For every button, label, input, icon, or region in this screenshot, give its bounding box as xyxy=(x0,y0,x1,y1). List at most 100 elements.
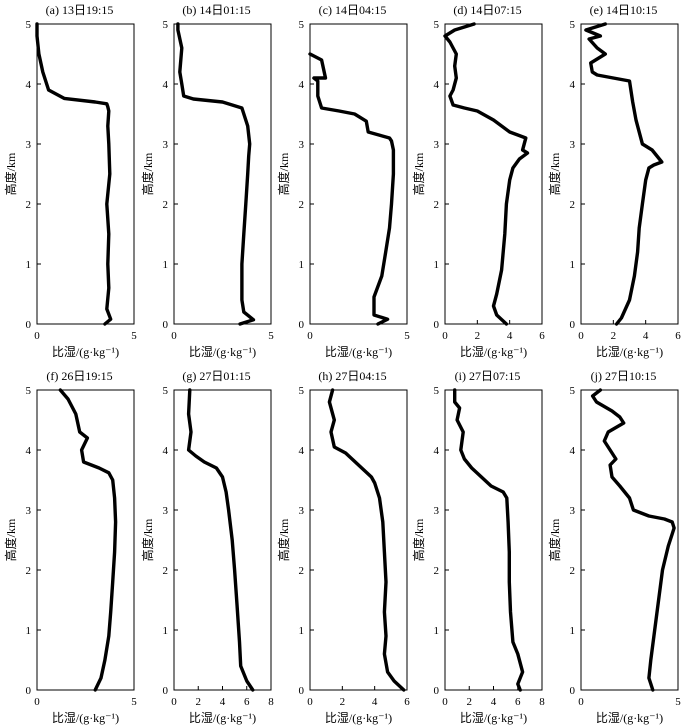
panel-title: (f) 26日19:15 xyxy=(46,369,112,383)
plot-frame xyxy=(444,389,543,691)
x-tick-label: 6 xyxy=(244,696,250,708)
y-tick-label: 0 xyxy=(434,685,440,697)
humidity-profile-line xyxy=(58,388,118,692)
y-tick-label: 3 xyxy=(570,139,576,151)
x-tick-label: 0 xyxy=(34,696,40,708)
y-tick-label: 2 xyxy=(26,565,32,577)
y-tick-label: 1 xyxy=(163,625,169,637)
y-tick-label: 1 xyxy=(26,259,32,271)
y-tick-label: 5 xyxy=(570,385,576,397)
y-tick-label: 1 xyxy=(434,625,440,637)
y-tick-label: 2 xyxy=(26,199,32,211)
y-tick-label: 3 xyxy=(163,139,169,151)
x-tick-label: 2 xyxy=(467,696,473,708)
plot-frame xyxy=(173,389,272,691)
y-tick-label: 4 xyxy=(434,445,440,457)
chart-panel-5: 0 1 2 3 4 5 0 5 (f) 26日19:15 比湿/(g·kg⁻¹) 高度/km xyxy=(3,369,137,725)
y-tick-label: 1 xyxy=(570,625,576,637)
x-tick-label: 0 xyxy=(307,696,313,708)
y-tick-label: 5 xyxy=(299,19,305,31)
y-tick-label: 0 xyxy=(299,685,305,697)
y-axis-label: 高度/km xyxy=(276,518,291,561)
y-tick-label: 5 xyxy=(434,385,440,397)
x-tick-label: 4 xyxy=(372,696,378,708)
y-tick-label: 5 xyxy=(26,385,32,397)
x-tick-label: 8 xyxy=(539,696,545,708)
chart-panel-1: 0 1 2 3 4 5 0 5 (b) 14日01:15 比湿/(g·kg⁻¹) 高度/km xyxy=(140,3,274,359)
panel-title: (e) 14日10:15 xyxy=(590,3,658,17)
y-tick-label: 4 xyxy=(163,445,169,457)
humidity-profile-line xyxy=(35,22,113,326)
y-tick-label: 5 xyxy=(570,19,576,31)
y-tick-label: 1 xyxy=(299,625,305,637)
chart-panel-9: 0 1 2 3 4 5 0 5 (j) 27日10:15 比湿/(g·kg⁻¹) 高度/km xyxy=(547,369,681,725)
x-axis-label: 比湿/(g·kg⁻¹) xyxy=(189,344,256,359)
x-tick-label: 0 xyxy=(578,330,584,342)
x-tick-label: 6 xyxy=(404,696,410,708)
humidity-profile-line xyxy=(584,22,664,326)
humidity-profile-line xyxy=(327,388,406,692)
x-tick-label: 8 xyxy=(268,696,274,708)
y-tick-label: 2 xyxy=(434,565,440,577)
y-tick-label: 1 xyxy=(570,259,576,271)
panel-title: (i) 27日07:15 xyxy=(455,369,521,383)
x-tick-label: 0 xyxy=(578,696,584,708)
x-tick-label: 5 xyxy=(131,696,137,708)
panel-title: (b) 14日01:15 xyxy=(182,3,250,17)
y-axis-label: 高度/km xyxy=(411,518,426,561)
y-tick-label: 2 xyxy=(299,565,305,577)
plot-frame xyxy=(309,23,408,325)
y-tick-label: 3 xyxy=(163,505,169,517)
x-tick-label: 0 xyxy=(171,330,177,342)
plot-frame xyxy=(580,23,679,325)
x-axis-label: 比湿/(g·kg⁻¹) xyxy=(460,710,527,725)
y-tick-label: 0 xyxy=(26,685,32,697)
chart-panel-7: 0 1 2 3 4 5 0 2 4 6 (h) 27日04:15 比湿/(g·kg⁻¹) 高度/km xyxy=(276,369,410,725)
x-tick-label: 5 xyxy=(268,330,274,342)
chart-panel-4: 0 1 2 3 4 5 0 2 4 6 (e) 14日10:15 比湿/(g·kg⁻¹) 高度/km xyxy=(547,3,681,359)
x-tick-label: 0 xyxy=(171,696,177,708)
y-tick-label: 4 xyxy=(570,445,576,457)
x-tick-label: 4 xyxy=(507,330,513,342)
y-tick-label: 3 xyxy=(570,505,576,517)
y-tick-label: 3 xyxy=(434,505,440,517)
y-tick-label: 4 xyxy=(434,79,440,91)
humidity-profile-line xyxy=(453,388,525,692)
y-tick-label: 5 xyxy=(26,19,32,31)
y-tick-label: 3 xyxy=(26,139,32,151)
x-tick-label: 0 xyxy=(442,696,448,708)
x-tick-label: 4 xyxy=(491,696,497,708)
y-tick-label: 5 xyxy=(163,19,169,31)
panel-title: (a) 13日19:15 xyxy=(46,3,114,17)
y-tick-label: 1 xyxy=(299,259,305,271)
y-axis-label: 高度/km xyxy=(547,152,562,195)
y-axis-label: 高度/km xyxy=(547,518,562,561)
y-tick-label: 1 xyxy=(26,625,32,637)
chart-panel-0: 0 1 2 3 4 5 0 5 (a) 13日19:15 比湿/(g·kg⁻¹) 高度/km xyxy=(3,3,137,359)
x-tick-label: 6 xyxy=(539,330,545,342)
y-tick-label: 4 xyxy=(299,445,305,457)
humidity-profile-line xyxy=(590,388,676,692)
y-tick-label: 2 xyxy=(570,565,576,577)
y-tick-label: 3 xyxy=(299,505,305,517)
plot-frame xyxy=(444,23,543,325)
plot-frame xyxy=(173,23,272,325)
chart-panel-6: 0 1 2 3 4 5 0 2 4 6 8 (g) 27日01:15 比湿/(g·kg⁻¹) 高度/km xyxy=(140,369,274,725)
panel-title: (d) 14日07:15 xyxy=(453,3,521,17)
y-tick-label: 4 xyxy=(26,79,32,91)
x-tick-label: 5 xyxy=(675,696,681,708)
y-tick-label: 2 xyxy=(163,565,169,577)
panel-title: (h) 27日04:15 xyxy=(318,369,386,383)
x-tick-label: 2 xyxy=(475,330,481,342)
y-axis-label: 高度/km xyxy=(411,152,426,195)
x-tick-label: 6 xyxy=(515,696,521,708)
plot-frame xyxy=(309,389,408,691)
panel-title: (j) 27日10:15 xyxy=(591,369,657,383)
x-tick-label: 5 xyxy=(404,330,410,342)
x-axis-label: 比湿/(g·kg⁻¹) xyxy=(596,344,663,359)
chart-panel-8: 0 1 2 3 4 5 0 2 4 6 8 (i) 27日07:15 比湿/(g·kg⁻¹) 高度/km xyxy=(411,369,545,725)
x-axis-label: 比湿/(g·kg⁻¹) xyxy=(325,344,392,359)
y-tick-label: 0 xyxy=(26,319,32,331)
y-axis-label: 高度/km xyxy=(3,518,18,561)
y-axis-label: 高度/km xyxy=(276,152,291,195)
